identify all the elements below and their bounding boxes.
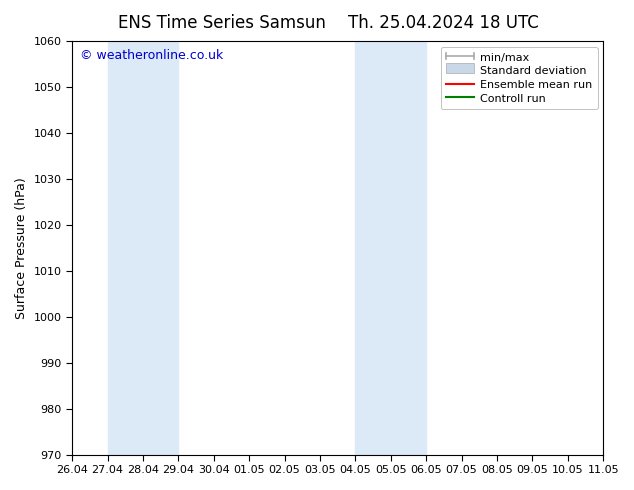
Bar (603, 41, 634, 455)
Y-axis label: Surface Pressure (hPa): Surface Pressure (hPa) (15, 177, 28, 318)
Text: Th. 25.04.2024 18 UTC: Th. 25.04.2024 18 UTC (349, 14, 539, 32)
Text: ENS Time Series Samsun: ENS Time Series Samsun (118, 14, 326, 32)
Legend: min/max, Standard deviation, Ensemble mean run, Controll run: min/max, Standard deviation, Ensemble me… (441, 47, 598, 109)
Text: © weatheronline.co.uk: © weatheronline.co.uk (80, 49, 223, 62)
Bar (108, 41, 178, 455)
Bar (355, 41, 426, 455)
